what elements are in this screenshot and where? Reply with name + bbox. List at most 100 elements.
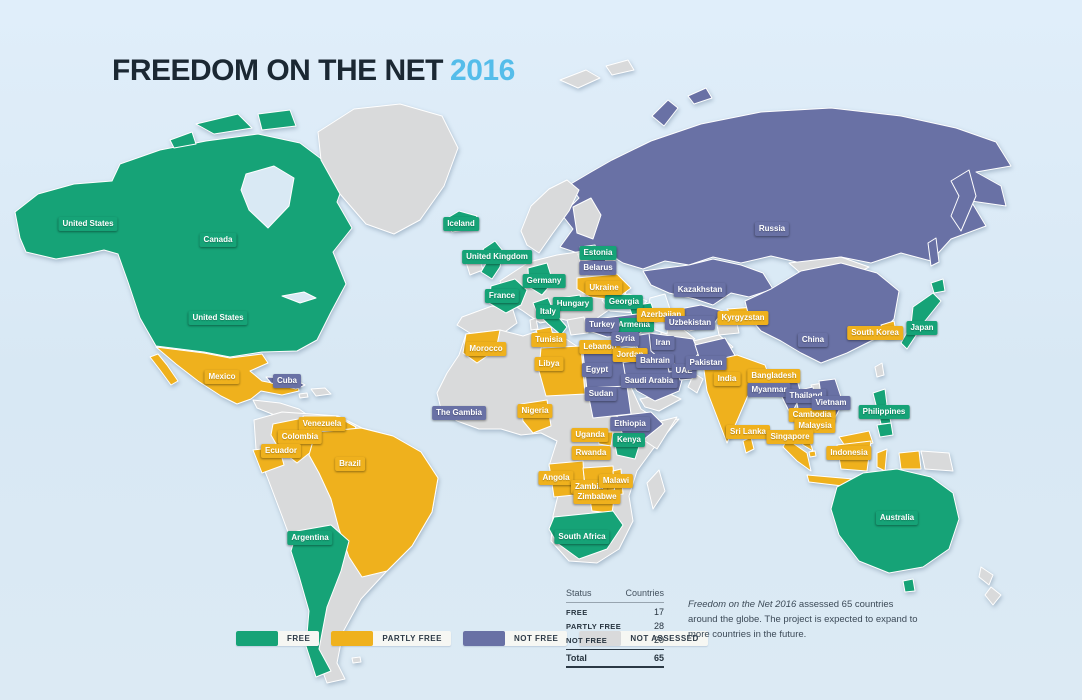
- country-label-china: China: [797, 333, 829, 347]
- summary-table: Status Countries FREE 17 PARTLY FREE 28 NOT …: [566, 586, 664, 668]
- country-label-ukraine: Ukraine: [585, 281, 623, 295]
- table-row-not-free: NOT FREE 20: [566, 633, 664, 647]
- legend-label: NOT ASSESSED: [630, 634, 699, 643]
- legend-item-not-free: NOT FREE: [462, 631, 568, 646]
- country-shape-russia-islands: [651, 87, 977, 267]
- country-label-lebanon: Lebanon: [579, 340, 621, 354]
- country-label-united-kingdom: United Kingdom: [462, 250, 532, 264]
- total-count: 65: [653, 653, 664, 663]
- country-label-ethiopia: Ethiopia: [610, 417, 650, 431]
- country-label-georgia: Georgia: [604, 295, 644, 309]
- country-label-angola: Angola: [538, 471, 574, 485]
- country-label-estonia: Estonia: [579, 246, 617, 260]
- cell-count: 28: [653, 621, 664, 631]
- cell-status: PARTLY FREE: [566, 622, 622, 631]
- country-label-south-korea: South Korea: [847, 326, 903, 340]
- country-label-india: India: [713, 372, 741, 386]
- country-label-cambodia: Cambodia: [788, 408, 836, 422]
- summary-table-header: Status Countries: [566, 586, 664, 603]
- cell-count: 20: [653, 635, 664, 645]
- country-label-uganda: Uganda: [571, 428, 609, 442]
- title-year: 2016: [450, 54, 515, 87]
- country-label-the-gambia: The Gambia: [432, 406, 486, 420]
- header-countries: Countries: [625, 588, 664, 598]
- country-label-syria: Syria: [611, 332, 639, 346]
- country-label-pakistan: Pakistan: [685, 356, 727, 370]
- table-row-partly-free: PARTLY FREE 28: [566, 619, 664, 633]
- legend-label: FREE: [287, 634, 311, 643]
- country-label-philippines: Philippines: [858, 405, 910, 419]
- country-label-ecuador: Ecuador: [260, 444, 302, 458]
- country-label-malawi: Malawi: [598, 474, 634, 488]
- country-label-kenya: Kenya: [612, 433, 646, 447]
- country-label-rwanda: Rwanda: [571, 446, 611, 460]
- country-label-mexico: Mexico: [204, 370, 240, 384]
- legend-swatch-partly_free: [331, 631, 374, 646]
- country-label-venezuela: Venezuela: [298, 417, 346, 431]
- country-label-south-africa: South Africa: [554, 530, 610, 544]
- country-label-germany: Germany: [522, 274, 566, 288]
- country-label-australia: Australia: [875, 511, 919, 525]
- country-label-brazil: Brazil: [335, 457, 365, 471]
- legend-item-not-assessed: NOT ASSESSED: [579, 631, 708, 646]
- title-main: FREEDOM ON THE NET: [112, 54, 444, 87]
- country-label-argentina: Argentina: [287, 531, 333, 545]
- country-label-russia: Russia: [754, 222, 790, 236]
- total-label: Total: [566, 653, 587, 663]
- country-label-iran: Iran: [651, 336, 675, 350]
- country-label-kazakhstan: Kazakhstan: [673, 283, 727, 297]
- country-label-zimbabwe: Zimbabwe: [573, 490, 621, 504]
- country-label-belarus: Belarus: [579, 261, 617, 275]
- country-label-turkey: Turkey: [585, 318, 619, 332]
- country-label-egypt: Egypt: [581, 363, 613, 377]
- footnote-report-name: Freedom on the Net 2016: [688, 599, 797, 610]
- country-shape-russia: [559, 107, 1012, 270]
- country-label-vietnam: Vietnam: [811, 396, 851, 410]
- cell-count: 17: [653, 607, 664, 617]
- table-row-free: FREE 17: [566, 605, 664, 619]
- summary-table-total-row: Total 65: [566, 649, 664, 668]
- country-label-indonesia: Indonesia: [826, 446, 872, 460]
- cell-status: NOT FREE: [566, 636, 608, 645]
- legend-swatch-not_assessed: [579, 631, 622, 646]
- country-label-france: France: [484, 289, 520, 303]
- legend-swatch-free: [236, 631, 278, 646]
- legend-item-free: FREE: [236, 631, 320, 646]
- country-label-malaysia: Malaysia: [794, 419, 836, 433]
- legend-label: NOT FREE: [513, 634, 559, 643]
- country-label-canada: Canada: [199, 233, 237, 247]
- cell-status: FREE: [566, 608, 588, 617]
- country-label-kyrgyzstan: Kyrgyzstan: [717, 311, 769, 325]
- footnote-text: assessed 65 countries around the globe. …: [688, 599, 918, 641]
- footnote: Freedom on the Net 2016 assessed 65 coun…: [688, 597, 920, 643]
- country-label-sudan: Sudan: [584, 387, 618, 401]
- map-legend: FREE PARTLY FREE NOT FREE NOT ASSESSED: [236, 631, 708, 646]
- country-label-colombia: Colombia: [277, 430, 323, 444]
- country-label-myanmar: Myanmar: [747, 383, 791, 397]
- country-label-morocco: Morocco: [465, 342, 507, 356]
- country-shape-argentina: [290, 524, 350, 678]
- country-label-uzbekistan: Uzbekistan: [664, 316, 716, 330]
- country-label-bahrain: Bahrain: [636, 354, 674, 368]
- country-label-japan: Japan: [906, 321, 938, 335]
- country-shape-mexico-baja: [149, 353, 179, 386]
- country-label-hungary: Hungary: [552, 297, 594, 311]
- header-status: Status: [566, 588, 592, 598]
- country-shape-singapore: [808, 450, 817, 458]
- country-label-united-states: United States: [188, 311, 248, 325]
- page-title: FREEDOM ON THE NET 2016: [112, 54, 515, 88]
- country-label-nigeria: Nigeria: [517, 404, 553, 418]
- country-label-tunisia: Tunisia: [531, 333, 567, 347]
- legend-label: PARTLY FREE: [382, 634, 442, 643]
- country-label-libya: Libya: [534, 357, 564, 371]
- country-label-cuba: Cuba: [273, 374, 301, 388]
- country-label-bangladesh: Bangladesh: [747, 369, 801, 383]
- country-label-saudi-arabia: Saudi Arabia: [620, 374, 678, 388]
- country-label-iceland: Iceland: [443, 217, 479, 231]
- country-label-sri-lanka: Sri Lanka: [725, 425, 771, 439]
- country-shape-greenland: [317, 103, 459, 235]
- country-label-italy: Italy: [535, 305, 561, 319]
